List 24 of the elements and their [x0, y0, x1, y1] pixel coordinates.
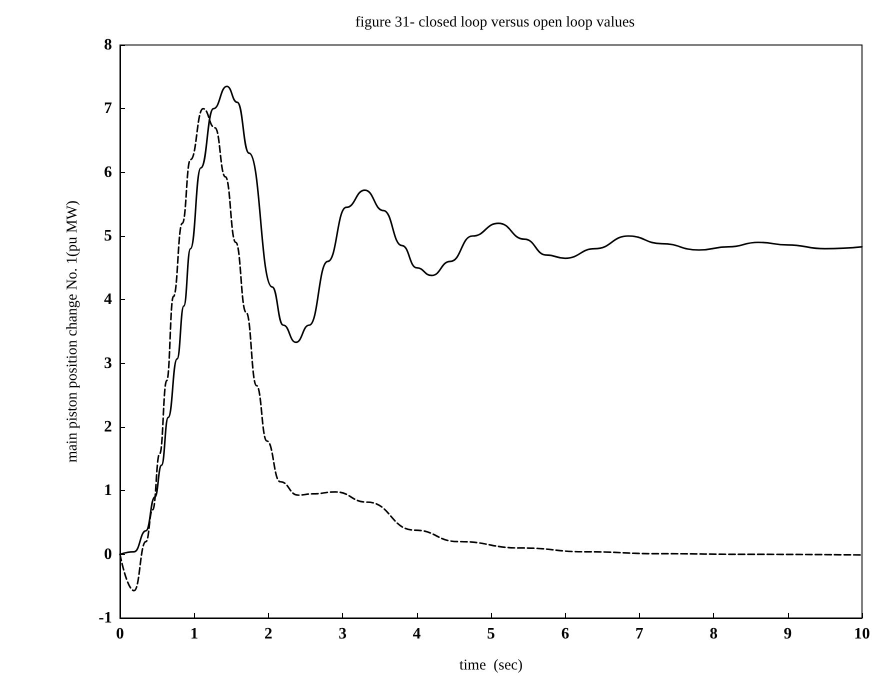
- y-axis-title: main piston position change No. 1(pu MW): [64, 200, 80, 463]
- x-tick-label: 5: [487, 626, 495, 642]
- y-tick-label: 1: [104, 482, 112, 500]
- chart-title: figure 31- closed loop versus open loop values: [355, 14, 635, 30]
- y-tick-label: 6: [104, 164, 112, 181]
- y-tick-label: 2: [104, 418, 112, 436]
- x-tick-label: 7: [635, 626, 644, 642]
- x-tick-label: 10: [854, 626, 870, 642]
- y-tick-label: 3: [104, 354, 112, 372]
- y-tick-label: 7: [104, 100, 112, 118]
- x-tick-label: 3: [338, 626, 347, 642]
- x-tick-label: 4: [412, 626, 421, 642]
- y-tick-label: -1: [98, 610, 112, 626]
- x-tick-label: 6: [561, 626, 570, 642]
- x-tick-label: 1: [190, 626, 198, 642]
- y-tick-label: 5: [104, 228, 112, 244]
- x-axis-title: time (sec): [459, 658, 523, 674]
- y-tick-label: 0: [104, 546, 112, 563]
- x-tick-label: 0: [116, 626, 124, 642]
- x-tick-label: 9: [784, 626, 792, 642]
- y-tick-label: 8: [104, 36, 112, 54]
- y-tick-label: 4: [104, 291, 112, 308]
- x-tick-label: 8: [710, 626, 718, 642]
- x-tick-label: 2: [264, 626, 272, 642]
